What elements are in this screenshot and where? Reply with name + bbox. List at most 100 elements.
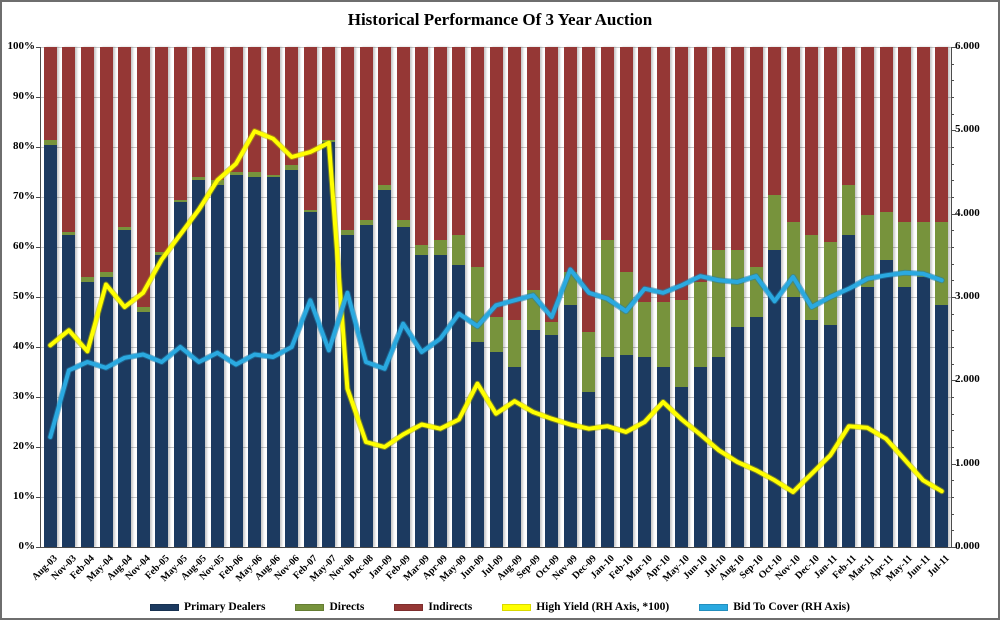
- bar-segment-primary-dealers: [266, 177, 280, 547]
- bar-segment-primary-dealers: [749, 317, 763, 547]
- axis-tick: [36, 447, 40, 448]
- y-axis-left-tick-label: 30%: [13, 390, 35, 402]
- bar-segment-indirects: [508, 47, 522, 320]
- bar-segment-indirects: [155, 47, 169, 252]
- bar-segment-primary-dealers: [638, 357, 652, 547]
- bar-segment-primary-dealers: [229, 174, 243, 547]
- axis-tick: [951, 480, 954, 482]
- axis-tick: [951, 197, 954, 198]
- bar-segment-primary-dealers: [768, 249, 782, 547]
- bar-stack: [396, 47, 410, 547]
- axis-tick: [951, 530, 954, 532]
- axis-tick: [951, 463, 956, 465]
- bar-segment-primary-dealers: [303, 212, 317, 547]
- bar-segment-primary-dealers: [62, 234, 76, 547]
- bar-segment-primary-dealers: [155, 254, 169, 547]
- bar-segment-primary-dealers: [916, 277, 930, 547]
- y-axis-right-tick-label: 3.000: [955, 290, 980, 302]
- axis-tick: [951, 130, 956, 132]
- bar-segment-indirects: [749, 47, 763, 267]
- bar-segment-indirects: [248, 47, 262, 172]
- bar-segment-indirects: [656, 47, 670, 302]
- axis-tick: [951, 180, 954, 182]
- bar-segment-directs: [545, 322, 559, 335]
- axis-tick: [36, 247, 40, 248]
- bar-segment-indirects: [415, 47, 429, 245]
- bar-segment-indirects: [786, 47, 800, 222]
- legend-item: Bid To Cover (RH Axis): [699, 601, 850, 613]
- bar-segment-primary-dealers: [526, 329, 540, 547]
- axis-tick: [951, 47, 956, 48]
- bar-stack: [786, 47, 800, 547]
- y-axis-right-tick-label: 6.000: [955, 40, 980, 52]
- bar-stack: [99, 47, 113, 547]
- axis-tick: [36, 297, 40, 298]
- bar-stack: [173, 47, 187, 547]
- bar-stack: [730, 47, 744, 547]
- bar-segment-directs: [415, 244, 429, 255]
- axis-tick: [951, 63, 954, 65]
- bar-segment-indirects: [99, 47, 113, 272]
- bar-stack: [619, 47, 633, 547]
- bar-stack: [43, 47, 57, 547]
- axis-tick: [951, 147, 954, 148]
- bar-stack: [62, 47, 76, 547]
- bar-segment-indirects: [712, 47, 726, 250]
- bar-segment-directs: [823, 242, 837, 325]
- axis-tick: [951, 347, 954, 348]
- bar-stack: [303, 47, 317, 547]
- bar-segment-primary-dealers: [470, 342, 484, 547]
- bar-segment-indirects: [210, 47, 224, 180]
- bar-segment-indirects: [582, 47, 596, 332]
- bar-segment-directs: [842, 184, 856, 235]
- bar-segment-primary-dealers: [879, 259, 893, 547]
- bar-stack: [136, 47, 150, 547]
- axis-tick: [951, 163, 954, 165]
- bar-stack: [359, 47, 373, 547]
- y-axis-left-tick-label: 60%: [13, 240, 35, 252]
- bar-segment-directs: [879, 212, 893, 260]
- bar-stack: [805, 47, 819, 547]
- bar-segment-indirects: [768, 47, 782, 195]
- bar-segment-primary-dealers: [508, 367, 522, 547]
- axis-tick: [951, 397, 954, 398]
- bar-segment-directs: [916, 222, 930, 277]
- bar-segment-primary-dealers: [935, 304, 949, 547]
- bar-segment-primary-dealers: [823, 324, 837, 547]
- bar-stack: [285, 47, 299, 547]
- y-axis-right-tick-label: 2.000: [955, 373, 980, 386]
- legend-label: Indirects: [428, 601, 473, 613]
- bar-segment-directs: [898, 222, 912, 287]
- bar-stack: [508, 47, 522, 547]
- bar-segment-primary-dealers: [359, 224, 373, 547]
- legend-item: Primary Dealers: [150, 601, 265, 613]
- axis-tick: [951, 363, 954, 365]
- bar-segment-indirects: [805, 47, 819, 235]
- bar-stack: [582, 47, 596, 547]
- axis-tick: [951, 97, 954, 98]
- bar-segment-directs: [489, 317, 503, 352]
- bar-segment-primary-dealers: [396, 227, 410, 547]
- axis-tick: [36, 397, 40, 398]
- axis-tick: [951, 230, 954, 232]
- bar-segment-indirects: [860, 47, 874, 215]
- legend-swatch: [502, 603, 532, 611]
- bar-stack: [322, 47, 336, 547]
- bar-stack: [712, 47, 726, 547]
- bar-segment-indirects: [935, 47, 949, 222]
- y-axis-left-tick-label: 90%: [13, 90, 35, 102]
- bar-segment-indirects: [898, 47, 912, 222]
- bar-segment-indirects: [285, 47, 299, 165]
- y-axis-left-tick-label: 50%: [13, 290, 35, 302]
- bar-stack: [229, 47, 243, 547]
- bar-stack: [749, 47, 763, 547]
- bar-segment-primary-dealers: [210, 184, 224, 547]
- bar-segment-primary-dealers: [600, 357, 614, 547]
- legend-label: Primary Dealers: [184, 601, 266, 613]
- bar-stack: [210, 47, 224, 547]
- bar-stack: [340, 47, 354, 547]
- bar-segment-directs: [675, 299, 689, 387]
- y-axis-left-tick-label: 70%: [13, 190, 35, 202]
- bar-stack: [248, 47, 262, 547]
- bar-segment-directs: [619, 272, 633, 355]
